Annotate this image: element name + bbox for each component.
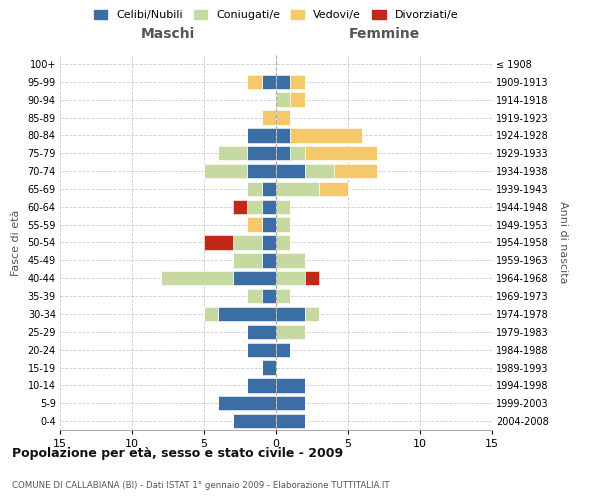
Bar — [262, 236, 276, 250]
Bar — [276, 236, 290, 250]
Bar — [276, 378, 305, 392]
Bar — [204, 164, 247, 178]
Bar — [218, 146, 247, 160]
Bar — [233, 253, 262, 268]
Bar — [276, 110, 290, 124]
Bar — [247, 342, 276, 357]
Bar — [247, 128, 276, 142]
Bar — [276, 342, 290, 357]
Bar — [247, 146, 276, 160]
Bar — [262, 110, 276, 124]
Bar — [276, 200, 290, 214]
Bar — [276, 324, 305, 339]
Bar — [305, 307, 319, 321]
Bar — [233, 414, 276, 428]
Y-axis label: Fasce di età: Fasce di età — [11, 210, 20, 276]
Bar — [247, 218, 262, 232]
Bar — [247, 289, 262, 303]
Bar — [262, 182, 276, 196]
Bar — [290, 128, 362, 142]
Bar — [305, 271, 319, 285]
Bar — [276, 182, 319, 196]
Bar — [305, 164, 334, 178]
Bar — [262, 218, 276, 232]
Bar — [233, 200, 247, 214]
Bar — [276, 146, 290, 160]
Text: COMUNE DI CALLABIANA (BI) - Dati ISTAT 1° gennaio 2009 - Elaborazione TUTTITALIA: COMUNE DI CALLABIANA (BI) - Dati ISTAT 1… — [12, 480, 389, 490]
Bar — [290, 146, 305, 160]
Text: Popolazione per età, sesso e stato civile - 2009: Popolazione per età, sesso e stato civil… — [12, 448, 343, 460]
Bar — [233, 236, 262, 250]
Bar — [262, 360, 276, 374]
Bar — [247, 324, 276, 339]
Bar — [247, 74, 262, 89]
Bar — [276, 92, 290, 107]
Bar — [276, 253, 305, 268]
Bar — [247, 200, 262, 214]
Bar — [334, 164, 377, 178]
Bar — [247, 164, 276, 178]
Bar — [262, 74, 276, 89]
Bar — [276, 414, 305, 428]
Bar — [276, 271, 305, 285]
Bar — [247, 182, 262, 196]
Bar — [276, 396, 305, 410]
Bar — [262, 289, 276, 303]
Text: Maschi: Maschi — [141, 26, 195, 40]
Bar — [218, 307, 276, 321]
Bar — [262, 200, 276, 214]
Bar — [262, 253, 276, 268]
Bar — [290, 74, 305, 89]
Bar — [276, 164, 305, 178]
Bar — [276, 128, 290, 142]
Bar — [233, 271, 276, 285]
Bar — [290, 92, 305, 107]
Bar — [276, 307, 305, 321]
Bar — [319, 182, 348, 196]
Text: Femmine: Femmine — [349, 26, 419, 40]
Bar — [276, 218, 290, 232]
Bar — [161, 271, 233, 285]
Bar — [247, 378, 276, 392]
Bar — [276, 74, 290, 89]
Bar — [204, 236, 233, 250]
Bar — [276, 289, 290, 303]
Bar — [305, 146, 377, 160]
Legend: Celibi/Nubili, Coniugati/e, Vedovi/e, Divorziati/e: Celibi/Nubili, Coniugati/e, Vedovi/e, Di… — [89, 6, 463, 25]
Bar — [218, 396, 276, 410]
Y-axis label: Anni di nascita: Anni di nascita — [559, 201, 568, 284]
Bar — [204, 307, 218, 321]
